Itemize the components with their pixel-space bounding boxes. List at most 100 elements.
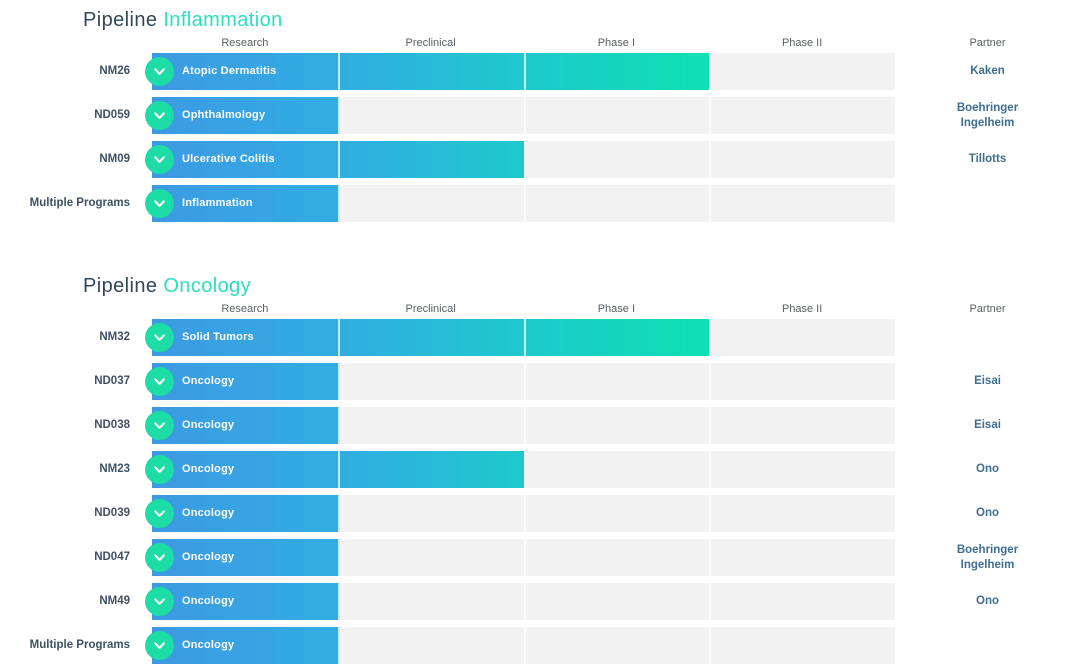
column-header-research: Research xyxy=(221,303,269,315)
partner-name: Ono xyxy=(976,595,999,608)
phase-divider xyxy=(524,539,526,576)
expand-row-button[interactable] xyxy=(145,145,174,174)
title-accent: Inflammation xyxy=(163,9,283,31)
partner-cell: Ono xyxy=(895,583,1080,620)
program-progress-bar[interactable]: Oncology xyxy=(152,407,340,444)
program-progress-bar[interactable]: Inflammation xyxy=(152,185,340,222)
chevron-down-icon xyxy=(154,554,165,561)
partner-cell: Ono xyxy=(895,451,1080,488)
program-label: Oncology xyxy=(182,375,235,387)
program-label: Oncology xyxy=(182,507,235,519)
expand-row-button[interactable] xyxy=(145,323,174,352)
chevron-down-icon xyxy=(154,598,165,605)
chevron-down-icon xyxy=(154,422,165,429)
phase-divider xyxy=(524,141,526,178)
chevron-down-icon xyxy=(154,642,165,649)
section-title: Pipeline Oncology xyxy=(83,275,251,298)
phase-track: Oncology xyxy=(145,407,895,444)
partner-cell: Eisai xyxy=(895,363,1080,400)
expand-row-button[interactable] xyxy=(145,587,174,616)
chevron-down-icon xyxy=(154,156,165,163)
pipeline-row: Multiple Programs Inflammation xyxy=(0,185,1080,222)
program-progress-bar[interactable]: Oncology xyxy=(152,583,340,620)
column-header-phase-ii: Phase II xyxy=(781,303,823,315)
phase-divider xyxy=(524,627,526,664)
program-label: Inflammation xyxy=(182,197,253,209)
phase-divider xyxy=(524,407,526,444)
expand-row-button[interactable] xyxy=(145,189,174,218)
phase-divider xyxy=(524,583,526,620)
partner-cell: Boehringer Ingelheim xyxy=(895,97,1080,134)
program-progress-bar[interactable]: Oncology xyxy=(152,495,340,532)
title-prefix: Pipeline xyxy=(83,275,158,297)
pipeline-row: Multiple Programs Oncology xyxy=(0,627,1080,664)
phase-divider xyxy=(709,451,711,488)
phase-divider xyxy=(709,363,711,400)
program-code: Multiple Programs xyxy=(29,197,130,209)
expand-row-button[interactable] xyxy=(145,455,174,484)
pipeline-row: ND059 Ophthalmology Boehringer Ingelheim xyxy=(0,97,1080,134)
expand-row-button[interactable] xyxy=(145,631,174,660)
partner-name: Tillotts xyxy=(968,153,1007,166)
pipeline-row: ND047 Oncology Boehringer Ingelheim xyxy=(0,539,1080,576)
chevron-down-icon xyxy=(154,334,165,341)
program-progress-bar[interactable]: Oncology xyxy=(152,539,340,576)
partner-name: Boehringer Ingelheim xyxy=(956,544,1019,571)
column-header-research: Research xyxy=(221,37,269,49)
phase-divider xyxy=(338,407,340,444)
phase-track: Oncology xyxy=(145,539,895,576)
rows-container: NM32 Solid Tumors ND037 Oncology Eisai ND038 O… xyxy=(0,266,1080,670)
program-code: NM09 xyxy=(99,153,130,165)
phase-divider xyxy=(709,141,711,178)
column-headers: Research Preclinical Phase I Phase II Partne… xyxy=(0,303,1080,316)
section-title: Pipeline Inflammation xyxy=(83,9,283,32)
chevron-down-icon xyxy=(154,378,165,385)
program-progress-bar[interactable]: Solid Tumors xyxy=(152,319,709,356)
phase-divider xyxy=(709,583,711,620)
expand-row-button[interactable] xyxy=(145,367,174,396)
phase-track: Ophthalmology xyxy=(145,97,895,134)
partner-name: Ono xyxy=(976,463,999,476)
phase-track: Atopic Dermatitis xyxy=(145,53,895,90)
program-progress-bar[interactable]: Ophthalmology xyxy=(152,97,340,134)
expand-row-button[interactable] xyxy=(145,411,174,440)
expand-row-button[interactable] xyxy=(145,543,174,572)
program-label: Atopic Dermatitis xyxy=(182,65,277,77)
phase-divider xyxy=(338,627,340,664)
expand-row-button[interactable] xyxy=(145,499,174,528)
phase-divider xyxy=(524,451,526,488)
phase-track: Oncology xyxy=(145,363,895,400)
phase-divider xyxy=(709,407,711,444)
phase-divider xyxy=(709,627,711,664)
phase-divider xyxy=(338,53,340,90)
column-headers: Research Preclinical Phase I Phase II Partne… xyxy=(0,37,1080,50)
phase-divider xyxy=(524,495,526,532)
partner-name: Kaken xyxy=(970,65,1005,78)
phase-divider xyxy=(524,53,526,90)
phase-track: Oncology xyxy=(145,627,895,664)
program-progress-bar[interactable]: Oncology xyxy=(152,627,340,664)
column-header-phase-ii: Phase II xyxy=(781,37,823,49)
phase-track: Ulcerative Colitis xyxy=(145,141,895,178)
partner-name: Eisai xyxy=(974,375,1001,388)
phase-divider xyxy=(524,319,526,356)
program-code: ND039 xyxy=(94,507,130,519)
program-code: NM26 xyxy=(99,65,130,77)
program-progress-bar[interactable]: Atopic Dermatitis xyxy=(152,53,709,90)
program-label: Ulcerative Colitis xyxy=(182,153,275,165)
column-header-partner: Partner xyxy=(969,303,1006,315)
phase-divider xyxy=(338,185,340,222)
program-label: Solid Tumors xyxy=(182,331,254,343)
chevron-down-icon xyxy=(154,68,165,75)
program-progress-bar[interactable]: Oncology xyxy=(152,363,340,400)
expand-row-button[interactable] xyxy=(145,101,174,130)
title-accent: Oncology xyxy=(163,275,252,297)
expand-row-button[interactable] xyxy=(145,57,174,86)
program-code: NM23 xyxy=(99,463,130,475)
column-header-phase-i: Phase I xyxy=(597,37,636,49)
phase-track: Oncology xyxy=(145,583,895,620)
phase-track: Oncology xyxy=(145,451,895,488)
phase-divider xyxy=(338,97,340,134)
program-code: NM32 xyxy=(99,331,130,343)
section-inflammation: Pipeline Inflammation Research Preclinica… xyxy=(0,0,1080,266)
